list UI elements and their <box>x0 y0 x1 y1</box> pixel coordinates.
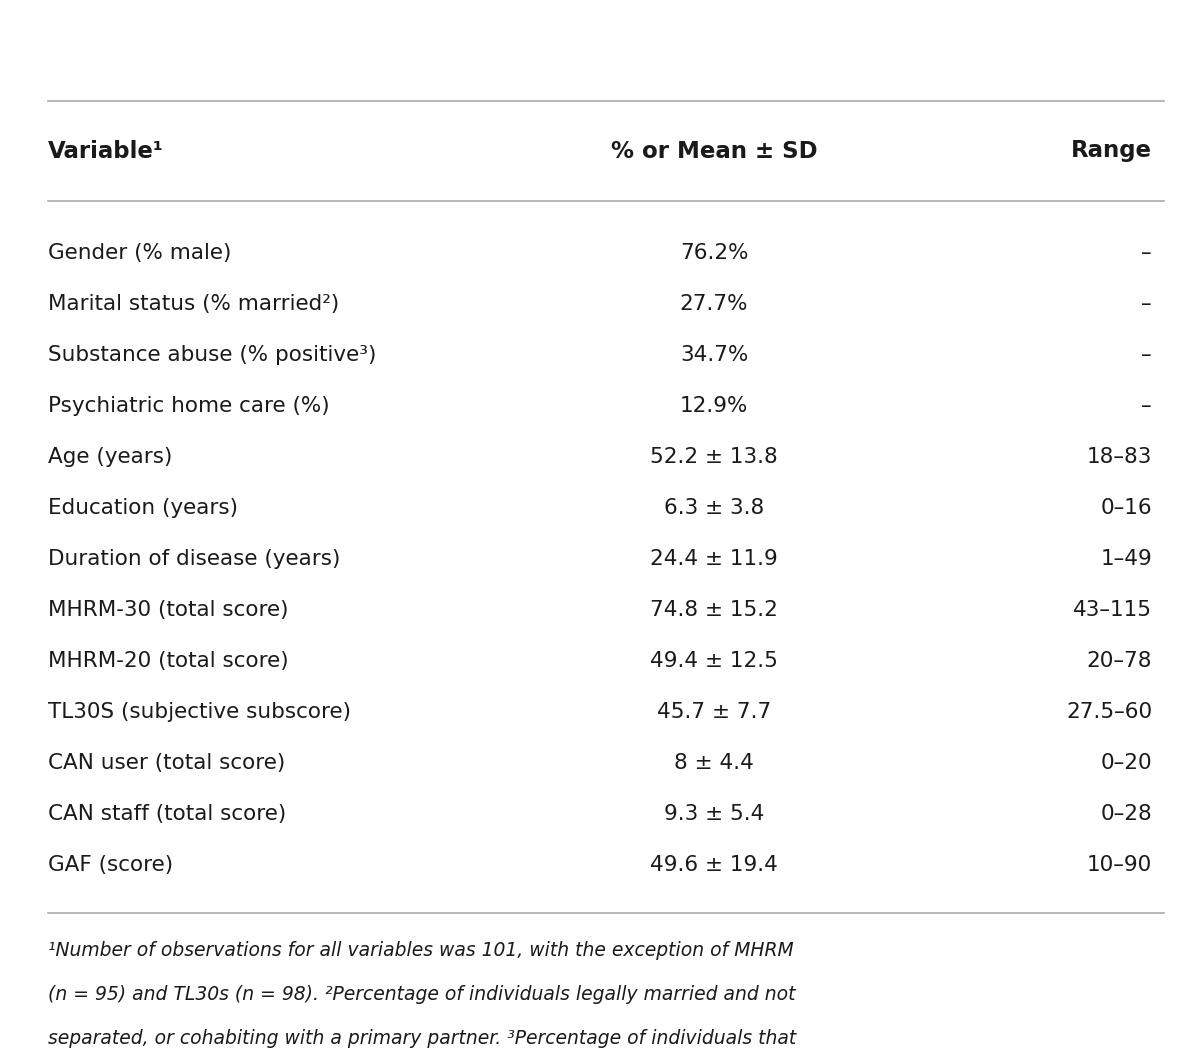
Text: 20–78: 20–78 <box>1086 651 1152 671</box>
Text: Range: Range <box>1072 139 1152 162</box>
Text: MHRM-30 (total score): MHRM-30 (total score) <box>48 601 288 620</box>
Text: 27.7%: 27.7% <box>679 294 749 314</box>
Text: 1–49: 1–49 <box>1100 549 1152 569</box>
Text: ¹Number of observations for all variables was 101, with the exception of MHRM: ¹Number of observations for all variable… <box>48 941 793 960</box>
Text: MHRM-20 (total score): MHRM-20 (total score) <box>48 651 289 671</box>
Text: Psychiatric home care (%): Psychiatric home care (%) <box>48 396 330 416</box>
Text: 74.8 ± 15.2: 74.8 ± 15.2 <box>650 601 778 620</box>
Text: Gender (% male): Gender (% male) <box>48 243 232 263</box>
Text: –: – <box>1141 243 1152 263</box>
Text: 76.2%: 76.2% <box>679 243 749 263</box>
Text: Variable¹: Variable¹ <box>48 139 163 162</box>
Text: 6.3 ± 3.8: 6.3 ± 3.8 <box>664 498 764 518</box>
Text: 12.9%: 12.9% <box>680 396 748 416</box>
Text: 8 ± 4.4: 8 ± 4.4 <box>674 753 754 773</box>
Text: Education (years): Education (years) <box>48 498 238 518</box>
Text: % or Mean ± SD: % or Mean ± SD <box>611 139 817 162</box>
Text: –: – <box>1141 294 1152 314</box>
Text: 27.5–60: 27.5–60 <box>1066 702 1152 721</box>
Text: 24.4 ± 11.9: 24.4 ± 11.9 <box>650 549 778 569</box>
Text: 43–115: 43–115 <box>1073 601 1152 620</box>
Text: –: – <box>1141 396 1152 416</box>
Text: separated, or cohabiting with a primary partner. ³Percentage of individuals that: separated, or cohabiting with a primary … <box>48 1029 797 1048</box>
Text: 49.6 ± 19.4: 49.6 ± 19.4 <box>650 855 778 875</box>
Text: Duration of disease (years): Duration of disease (years) <box>48 549 341 569</box>
Text: 45.7 ± 7.7: 45.7 ± 7.7 <box>656 702 772 721</box>
Text: 0–28: 0–28 <box>1100 804 1152 824</box>
Text: 34.7%: 34.7% <box>680 345 748 365</box>
Text: TL30S (subjective subscore): TL30S (subjective subscore) <box>48 702 352 721</box>
Text: 10–90: 10–90 <box>1087 855 1152 875</box>
Text: 0–16: 0–16 <box>1100 498 1152 518</box>
Text: 18–83: 18–83 <box>1087 447 1152 467</box>
Text: (n = 95) and TL30s (n = 98). ²Percentage of individuals legally married and not: (n = 95) and TL30s (n = 98). ²Percentage… <box>48 985 796 1004</box>
Text: 9.3 ± 5.4: 9.3 ± 5.4 <box>664 804 764 824</box>
Text: CAN user (total score): CAN user (total score) <box>48 753 286 773</box>
Text: 49.4 ± 12.5: 49.4 ± 12.5 <box>650 651 778 671</box>
Text: GAF (score): GAF (score) <box>48 855 173 875</box>
Text: –: – <box>1141 345 1152 365</box>
Text: Marital status (% married²): Marital status (% married²) <box>48 294 340 314</box>
Text: CAN staff (total score): CAN staff (total score) <box>48 804 287 824</box>
Text: 0–20: 0–20 <box>1100 753 1152 773</box>
Text: 52.2 ± 13.8: 52.2 ± 13.8 <box>650 447 778 467</box>
Text: Age (years): Age (years) <box>48 447 173 467</box>
Text: Substance abuse (% positive³): Substance abuse (% positive³) <box>48 345 377 365</box>
